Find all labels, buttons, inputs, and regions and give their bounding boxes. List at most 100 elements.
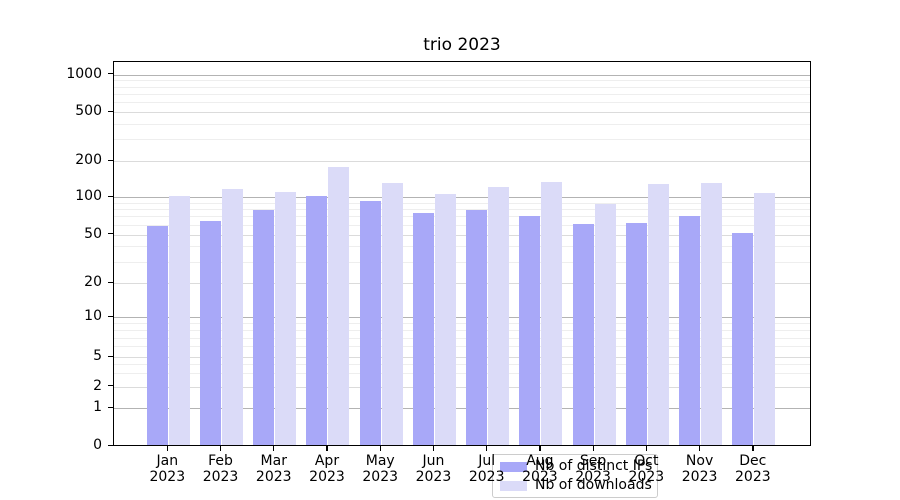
gridline: [114, 329, 810, 331]
gridline: [114, 283, 810, 284]
bar-downloads: [328, 167, 350, 445]
x-tick-label: Sep 2023: [575, 453, 611, 485]
bar-downloads: [754, 192, 776, 445]
gridline: [114, 373, 810, 375]
x-tick-mark: [486, 446, 488, 451]
bar-downloads: [434, 193, 456, 445]
y-tick-mark: [107, 159, 113, 161]
x-tick-label: Mar 2023: [255, 453, 292, 485]
gridline: [114, 408, 810, 409]
gridline: [114, 357, 810, 358]
x-tick-mark: [219, 446, 222, 451]
gridline: [114, 216, 810, 218]
bar-distinct-ips: [466, 209, 488, 445]
x-tick-mark: [273, 446, 275, 451]
bar-distinct-ips: [200, 221, 222, 445]
gridline: [114, 246, 810, 248]
x-tick-label: Jun 2023: [415, 453, 452, 485]
bar-distinct-ips: [253, 209, 275, 445]
y-tick-mark: [107, 315, 113, 317]
x-tick-mark: [379, 446, 381, 451]
x-tick-label: Dec 2023: [735, 453, 771, 485]
y-tick-label: 1: [93, 399, 102, 415]
x-tick-label: Jul 2023: [468, 453, 505, 485]
y-tick-mark: [107, 110, 113, 112]
bar-downloads: [594, 203, 616, 445]
x-tick-mark: [326, 446, 328, 451]
gridline: [114, 139, 810, 141]
x-tick-label: Oct 2023: [628, 453, 665, 485]
y-tick-mark: [107, 281, 113, 283]
y-tick-label: 5: [93, 348, 102, 364]
bar-downloads: [168, 196, 190, 445]
y-tick-mark: [107, 385, 113, 387]
legend-row-downloads: Nb of downloads: [500, 477, 652, 493]
gridline: [114, 161, 810, 162]
y-tick-label: 10: [84, 308, 102, 324]
chart-title: trio 2023: [423, 35, 501, 55]
x-tick-mark: [752, 446, 754, 451]
legend-label-distinct-ips: Nb of distinct IPs: [535, 458, 653, 474]
bar-downloads: [647, 183, 669, 445]
gridline: [114, 224, 810, 226]
gridline: [114, 337, 810, 339]
gridline: [114, 323, 810, 325]
gridline: [114, 74, 810, 76]
bar-distinct-ips: [412, 213, 434, 445]
x-tick-label: May 2023: [362, 453, 399, 485]
y-tick-label: 100: [75, 188, 102, 204]
y-tick-mark: [107, 406, 113, 408]
gridline: [114, 202, 810, 204]
bar-downloads: [541, 181, 563, 445]
legend-label-downloads: Nb of downloads: [535, 477, 652, 493]
legend-swatch-distinct-ips: [500, 461, 527, 472]
gridline: [114, 364, 810, 366]
plot-area: Nb of distinct IPs Nb of downloads: [113, 61, 811, 498]
bar-distinct-ips: [519, 215, 541, 445]
y-tick-mark: [107, 195, 113, 197]
bar-distinct-ips: [679, 216, 701, 445]
bar-distinct-ips: [732, 232, 754, 445]
gridline: [114, 261, 810, 263]
y-tick-mark: [107, 233, 113, 235]
gridline: [114, 112, 810, 113]
y-tick-label: 20: [84, 274, 102, 290]
bar-downloads: [222, 189, 244, 445]
legend-swatch-downloads: [500, 480, 527, 491]
gridline: [114, 234, 810, 236]
x-tick-mark: [699, 446, 701, 451]
x-tick-label: Feb 2023: [202, 453, 239, 485]
y-tick-label: 0: [93, 437, 102, 453]
y-tick-mark: [107, 73, 113, 75]
bar-downloads: [275, 192, 297, 445]
gridline: [114, 80, 810, 82]
bar-downloads: [701, 182, 723, 445]
x-tick-mark: [432, 446, 435, 451]
bar-distinct-ips: [306, 196, 328, 445]
x-tick-label: Apr 2023: [309, 453, 345, 485]
x-tick-mark: [592, 446, 594, 451]
gridline: [114, 386, 810, 388]
gridline: [114, 93, 810, 95]
y-tick-label: 500: [75, 103, 102, 119]
x-tick-label: Aug 2023: [522, 453, 558, 485]
gridline: [114, 317, 810, 318]
y-tick-label: 1000: [66, 65, 102, 82]
x-tick-label: Jan 2023: [149, 453, 186, 485]
x-tick-label: Nov 2023: [681, 453, 718, 485]
bar-distinct-ips: [359, 200, 381, 445]
gridline: [114, 86, 810, 88]
gridline: [114, 209, 810, 211]
bar-downloads: [381, 183, 403, 445]
y-tick-label: 50: [84, 225, 102, 242]
legend-row-distinct-ips: Nb of distinct IPs: [500, 458, 653, 474]
y-tick-label: 2: [93, 377, 102, 394]
bar-distinct-ips: [146, 225, 168, 445]
bar-downloads: [488, 186, 510, 445]
legend: Nb of distinct IPs Nb of downloads: [492, 454, 658, 498]
x-tick-mark: [539, 446, 541, 451]
bar-distinct-ips: [625, 223, 647, 445]
gridline: [114, 102, 810, 104]
y-tick-mark: [107, 355, 113, 357]
